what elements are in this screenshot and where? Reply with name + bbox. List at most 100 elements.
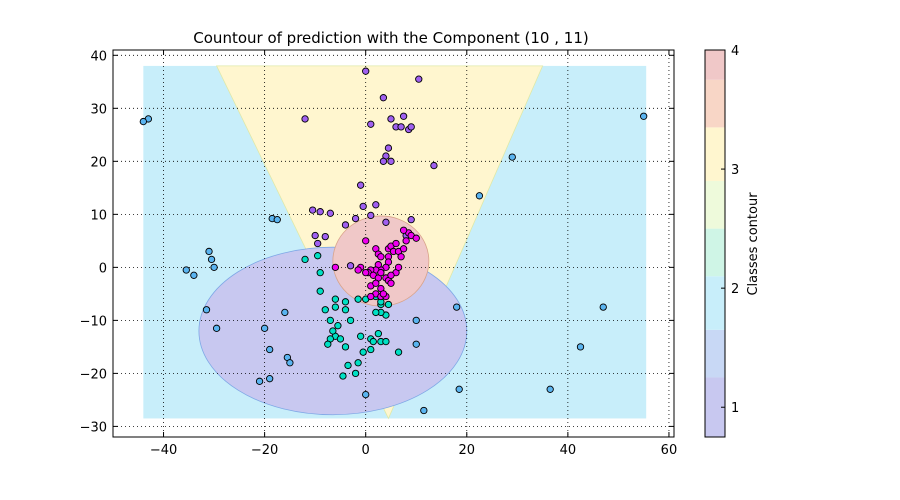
scatter-point bbox=[308, 206, 317, 214]
scatter-point bbox=[362, 269, 370, 277]
scatter-points bbox=[139, 67, 648, 415]
scatter-point bbox=[372, 308, 380, 317]
scatter-point bbox=[273, 215, 281, 224]
x-tick-label: −20 bbox=[251, 443, 278, 458]
scatter-point bbox=[321, 306, 329, 314]
scatter-point bbox=[341, 221, 350, 229]
y-axis: −30 −20 −10 0 10 20 30 40 bbox=[80, 49, 674, 435]
scatter-point bbox=[356, 332, 365, 340]
scatter-point bbox=[453, 303, 461, 311]
scatter-point bbox=[372, 279, 380, 287]
scatter-point bbox=[407, 215, 415, 224]
x-tick-label: −40 bbox=[150, 443, 177, 458]
y-tick-label: −20 bbox=[80, 367, 107, 382]
scatter-point bbox=[326, 316, 334, 325]
colorbar-band bbox=[705, 228, 725, 277]
scatter-point bbox=[354, 266, 362, 274]
y-tick-label: −30 bbox=[80, 420, 107, 435]
scatter-point bbox=[382, 337, 390, 346]
y-tick-label: 0 bbox=[99, 261, 107, 276]
scatter-point bbox=[351, 214, 360, 223]
scatter-point bbox=[316, 269, 324, 277]
scatter-point bbox=[367, 345, 375, 354]
scatter-point bbox=[356, 181, 365, 189]
scatter-point bbox=[420, 406, 428, 415]
scatter-point bbox=[397, 253, 405, 261]
scatter-point bbox=[210, 263, 218, 272]
scatter-point bbox=[387, 271, 395, 279]
scatter-point bbox=[387, 279, 395, 287]
scatter-point bbox=[321, 232, 329, 241]
scatter-point bbox=[207, 255, 216, 264]
scatter-point bbox=[374, 329, 382, 338]
scatter-point bbox=[331, 295, 340, 303]
scatter-point bbox=[339, 372, 347, 380]
scatter-point bbox=[546, 385, 554, 393]
scatter-point bbox=[402, 237, 410, 245]
scatter-point bbox=[475, 192, 484, 200]
scatter-point bbox=[354, 359, 362, 367]
colorbar-band bbox=[705, 79, 725, 128]
scatter-point bbox=[367, 211, 375, 220]
scatter-point bbox=[508, 153, 516, 161]
colorbar-tick-label: 3 bbox=[731, 163, 739, 178]
chart-title: Countour of prediction with the Componen… bbox=[193, 29, 588, 47]
scatter-point bbox=[281, 308, 289, 317]
scatter-point bbox=[430, 161, 438, 170]
colorbar-tick-label: 2 bbox=[731, 282, 739, 297]
scatter-point bbox=[359, 202, 367, 211]
scatter-point bbox=[392, 239, 400, 248]
scatter-point bbox=[382, 218, 390, 226]
scatter-point bbox=[316, 208, 324, 216]
scatter-point bbox=[190, 271, 198, 279]
scatter-point bbox=[377, 269, 385, 277]
scatter-point bbox=[379, 157, 388, 165]
scatter-point bbox=[407, 123, 415, 131]
scatter-point bbox=[331, 263, 340, 272]
scatter-point bbox=[341, 343, 350, 351]
scatter-point bbox=[394, 348, 403, 356]
x-tick-label: 0 bbox=[362, 443, 370, 458]
colorbar-band bbox=[705, 180, 725, 229]
colorbar-tick-label: 1 bbox=[731, 401, 739, 416]
scatter-point bbox=[314, 239, 322, 248]
scatter-point bbox=[362, 390, 370, 399]
x-tick-label: 20 bbox=[459, 443, 476, 458]
scatter-point bbox=[576, 343, 585, 351]
colorbar-band bbox=[705, 276, 725, 330]
scatter-point bbox=[346, 262, 355, 270]
scatter-point bbox=[412, 340, 420, 348]
scatter-point bbox=[139, 117, 147, 126]
y-tick-label: 20 bbox=[90, 155, 107, 170]
scatter-point bbox=[372, 201, 380, 209]
scatter-point bbox=[286, 359, 294, 367]
scatter-point bbox=[182, 266, 190, 274]
scatter-point bbox=[336, 335, 345, 343]
scatter-point bbox=[212, 324, 221, 332]
scatter-point bbox=[399, 245, 408, 253]
scatter-point bbox=[640, 112, 648, 120]
scatter-point bbox=[301, 255, 309, 264]
colorbar-band bbox=[705, 50, 725, 80]
scatter-point bbox=[362, 237, 370, 245]
colorbar-band bbox=[705, 329, 725, 378]
scatter-point bbox=[387, 157, 395, 165]
scatter-point bbox=[394, 263, 403, 272]
scatter-point bbox=[379, 94, 388, 102]
scatter-point bbox=[359, 348, 367, 356]
scatter-point bbox=[326, 209, 334, 217]
scatter-point bbox=[399, 112, 408, 120]
colorbar-label: Classes contour bbox=[746, 192, 761, 296]
scatter-point bbox=[316, 287, 324, 295]
scatter-point bbox=[399, 226, 408, 234]
scatter-point bbox=[314, 252, 322, 260]
scatter-point bbox=[377, 253, 385, 261]
scatter-point bbox=[341, 298, 350, 306]
colorbar-band bbox=[705, 127, 725, 181]
colorbar-tick-label: 4 bbox=[731, 44, 739, 59]
scatter-point bbox=[301, 115, 309, 123]
scatter-point bbox=[331, 303, 340, 311]
scatter-point bbox=[351, 369, 360, 378]
scatter-point bbox=[369, 337, 377, 346]
